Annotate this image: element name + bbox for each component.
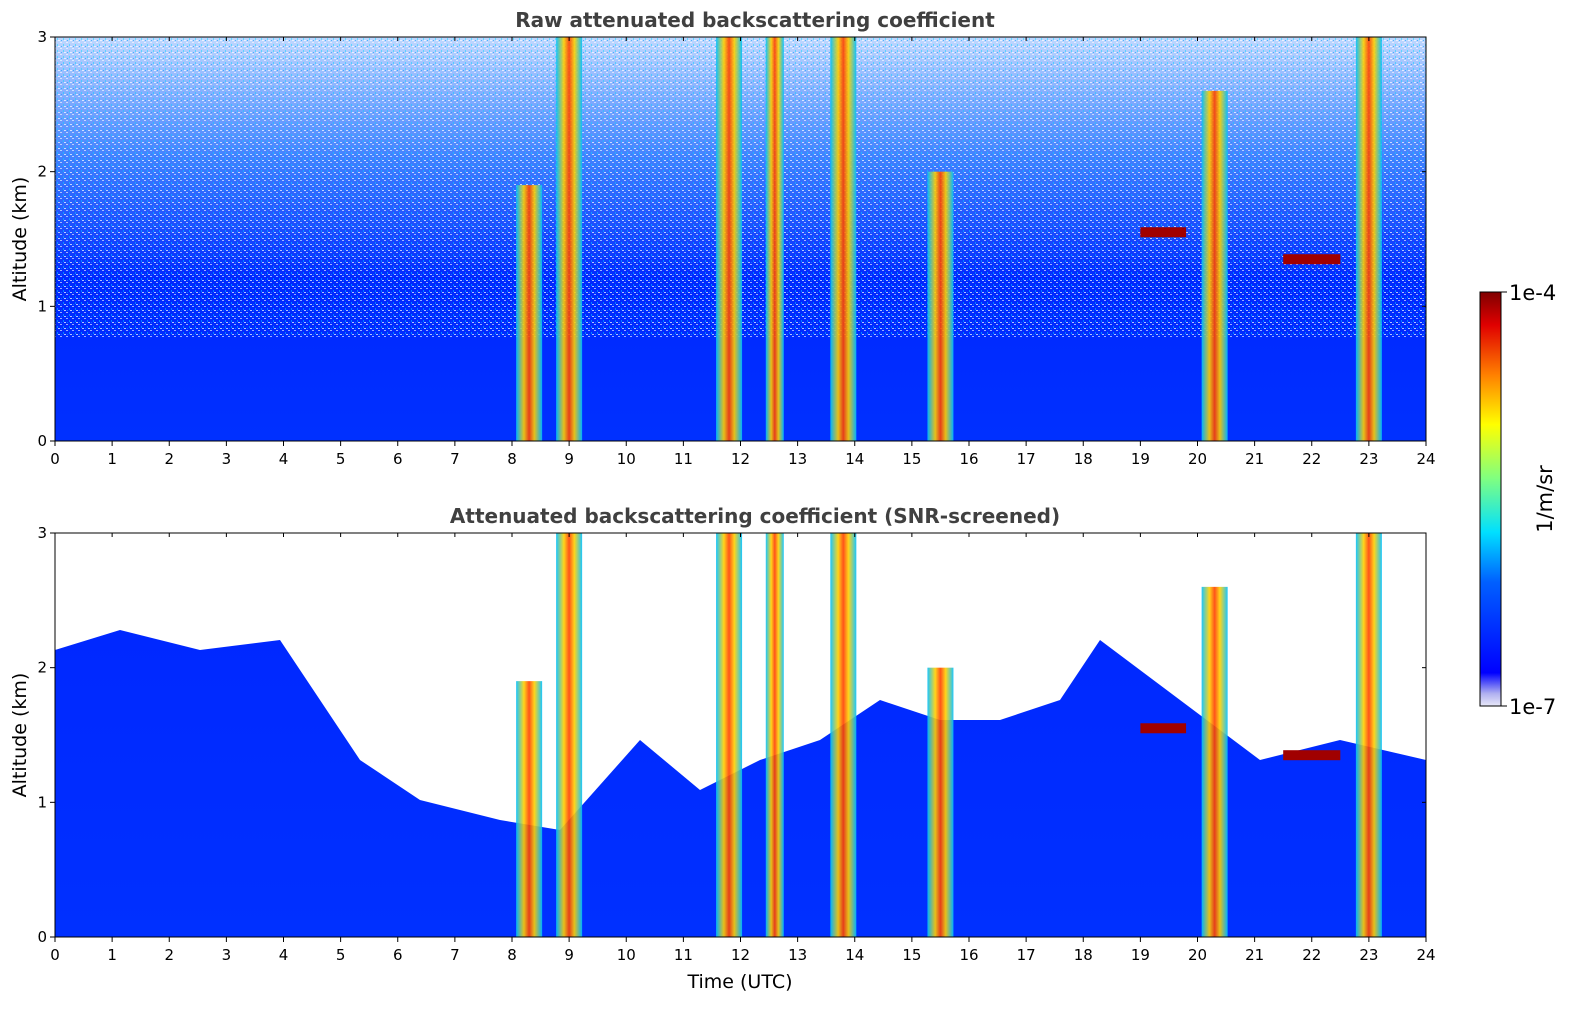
x-tick-label: 24 (1416, 450, 1435, 468)
backscatter-column (765, 533, 784, 937)
panel-raw: 0 1 2 3 4 5 6 7 8 9 10 11 12 13 14 15 16 17 18 19 20 21 22 23 24… (9, 28, 1436, 468)
x-tick-label: 22 (1302, 946, 1321, 964)
x-tick-label: 0 (50, 450, 60, 468)
x-tick-label: 14 (845, 946, 864, 964)
x-tick-label: 17 (1017, 450, 1036, 468)
backscatter-column (556, 533, 583, 937)
backscatter-column (927, 171, 954, 441)
x-tick-label: 16 (959, 946, 978, 964)
backscatter-column (516, 681, 543, 937)
x-tick-label: 10 (617, 450, 636, 468)
x-tick-label: 8 (507, 946, 517, 964)
x-tick-label: 14 (845, 450, 864, 468)
x-tick-label: 6 (393, 946, 403, 964)
backscatter-column (556, 37, 583, 441)
panel-screened: 0 1 2 3 4 5 6 7 8 9 10 11 12 13 14 15 16 17 18 19 20 21 22 23 24… (9, 524, 1436, 993)
backscatter-column (830, 37, 857, 441)
raw-ylabel: Altitude (km) (9, 177, 31, 302)
backscatter-column (1355, 37, 1382, 441)
x-tick-label: 9 (564, 450, 574, 468)
x-tick-label: 15 (902, 946, 921, 964)
backscatter-column (716, 37, 743, 441)
cloud-layer (1283, 254, 1341, 265)
x-tick-label: 8 (507, 450, 517, 468)
backscatter-column (716, 533, 743, 937)
y-tick-label: 2 (37, 659, 47, 677)
x-tick-label: 20 (1188, 946, 1207, 964)
cloud-layer (1140, 723, 1187, 734)
x-tick-label: 5 (336, 946, 346, 964)
backscatter-column (516, 185, 543, 441)
x-tick-label: 23 (1359, 946, 1378, 964)
colorbar-min-label: 1e-7 (1509, 695, 1556, 719)
backscatter-column (1355, 533, 1382, 937)
x-tick-label: 1 (107, 946, 117, 964)
x-tick-label: 16 (959, 450, 978, 468)
x-tick-label: 6 (393, 450, 403, 468)
x-tick-label: 12 (731, 946, 750, 964)
x-tick-label: 17 (1017, 946, 1036, 964)
screened-panel-title: Attenuated backscattering coefficient (S… (449, 504, 1061, 528)
x-tick-label: 2 (164, 946, 174, 964)
x-tick-label: 9 (564, 946, 574, 964)
y-tick-label: 3 (37, 524, 47, 542)
x-tick-label: 10 (617, 946, 636, 964)
x-tick-label: 4 (279, 450, 289, 468)
x-tick-label: 2 (164, 450, 174, 468)
x-tick-label: 21 (1245, 946, 1264, 964)
x-tick-label: 13 (788, 450, 807, 468)
backscatter-column (830, 533, 857, 937)
x-tick-label: 1 (107, 450, 117, 468)
heatmap-raw (55, 37, 1426, 441)
x-tick-label: 3 (222, 946, 232, 964)
x-tick-label: 18 (1074, 450, 1093, 468)
screened-ylabel: Altitude (km) (9, 673, 31, 798)
x-tick-label: 7 (450, 946, 460, 964)
colorbar-unit-label: 1/m/sr (1533, 465, 1557, 533)
heatmap-screened (55, 533, 1426, 937)
x-tick-label: 5 (336, 450, 346, 468)
x-tick-label: 3 (222, 450, 232, 468)
x-tick-label: 11 (674, 946, 693, 964)
screened-x-axis: 0 1 2 3 4 5 6 7 8 9 10 11 12 13 14 15 16 17 18 19 20 21 22 23 24 (50, 533, 1436, 964)
raw-panel-title: Raw attenuated backscattering coefficien… (515, 8, 995, 32)
y-tick-label: 0 (37, 928, 47, 946)
colorbar-max-label: 1e-4 (1509, 281, 1556, 305)
colorbar-gradient (1479, 291, 1502, 707)
screened-features (516, 533, 1382, 937)
screened-y-axis: 0 1 2 3 (37, 524, 1426, 946)
x-tick-label: 19 (1131, 450, 1150, 468)
x-tick-label: 11 (674, 450, 693, 468)
colorbar: 1e-4 1e-7 1/m/sr (1479, 281, 1557, 719)
x-tick-label: 22 (1302, 450, 1321, 468)
x-tick-label: 20 (1188, 450, 1207, 468)
x-tick-label: 19 (1131, 946, 1150, 964)
x-tick-label: 12 (731, 450, 750, 468)
x-tick-label: 18 (1074, 946, 1093, 964)
screened-xlabel: Time (UTC) (686, 971, 792, 993)
cloud-layer (1283, 750, 1341, 761)
raw-x-axis: 0 1 2 3 4 5 6 7 8 9 10 11 12 13 14 15 16 17 18 19 20 21 22 23 24 (50, 37, 1436, 468)
raw-features (516, 37, 1382, 441)
x-tick-label: 4 (279, 946, 289, 964)
y-tick-label: 3 (37, 28, 47, 46)
y-tick-label: 1 (37, 297, 47, 315)
x-tick-label: 7 (450, 450, 460, 468)
x-tick-label: 0 (50, 946, 60, 964)
x-tick-label: 13 (788, 946, 807, 964)
y-tick-label: 1 (37, 793, 47, 811)
x-tick-label: 21 (1245, 450, 1264, 468)
raw-y-axis: 0 1 2 3 (37, 28, 1426, 450)
backscatter-column (1201, 90, 1228, 441)
x-tick-label: 23 (1359, 450, 1378, 468)
x-tick-label: 15 (902, 450, 921, 468)
cloud-layer (1140, 227, 1187, 238)
backscatter-column (765, 37, 784, 441)
y-tick-label: 0 (37, 432, 47, 450)
x-tick-label: 24 (1416, 946, 1435, 964)
backscatter-column (1201, 586, 1228, 937)
y-tick-label: 2 (37, 163, 47, 181)
backscatter-column (927, 667, 954, 937)
